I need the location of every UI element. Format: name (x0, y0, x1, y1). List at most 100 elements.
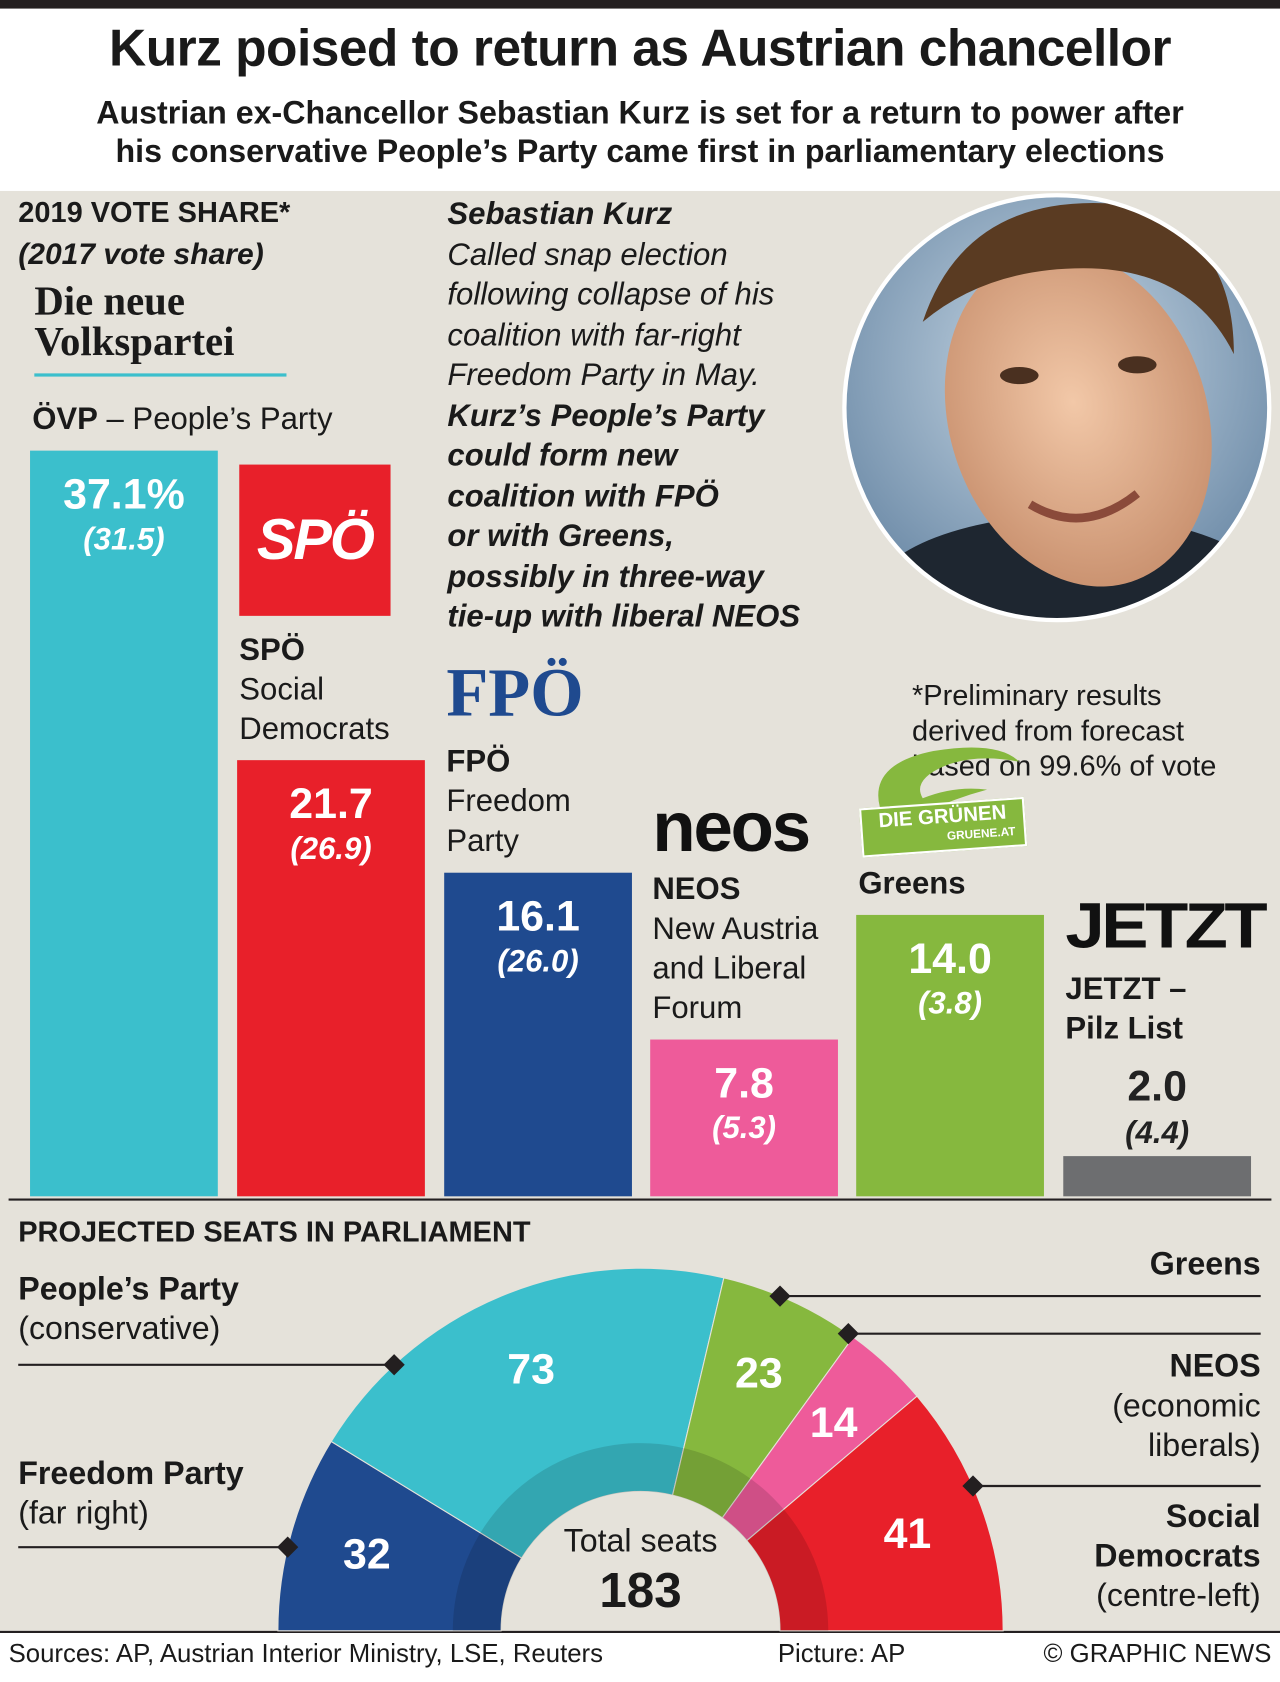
profile-highlight: possibly in three-way (447, 559, 764, 594)
bar (1063, 1156, 1252, 1197)
value-label: 16.1 (496, 893, 580, 941)
category-block: neos NEOS New Austria and Liberal Forum (652, 786, 850, 1029)
copyright: © GRAPHIC NEWS (1043, 1639, 1272, 1669)
seat-category-description: (centre-left) (1096, 1578, 1261, 1614)
profile-text: following collapse of his (447, 277, 775, 313)
seat-category-description: (economic liberals) (1112, 1388, 1261, 1464)
category-label: NEOS (652, 872, 741, 907)
bar (237, 760, 425, 1197)
profile-text: coalition with far-right (447, 318, 741, 353)
bar (856, 914, 1044, 1197)
note-line: derived from forecast (911, 714, 1185, 747)
seat-category: Greens (939, 1245, 1261, 1285)
previous-value-label: (26.9) (290, 831, 371, 866)
seat-label: 32 (343, 1531, 391, 1579)
total-value: 183 (599, 1563, 681, 1618)
total-label: Total seats (564, 1522, 718, 1558)
footer-rule (0, 1630, 1280, 1633)
profile-text: Called snap election (447, 237, 728, 272)
logo-text: Volkspartei (34, 319, 235, 365)
bar (444, 872, 632, 1197)
inner-band (452, 1443, 829, 1631)
seat-category-label: Freedom Party (18, 1455, 244, 1492)
value-label: 2.0 (1127, 1062, 1187, 1110)
category-block: JETZT JETZT – Pilz List (1065, 893, 1267, 1049)
seat-segment (277, 1440, 523, 1632)
logo-text: SPÖ (256, 506, 375, 572)
seat-category: Social Democrats (centre-left) (1068, 1497, 1261, 1616)
category-description: Freedom Party (446, 784, 571, 859)
previous-value-label: (31.5) (83, 521, 164, 556)
seat-category-label: People’s Party (18, 1271, 239, 1307)
logo-swoosh-shape (878, 747, 1020, 814)
logo-swoosh (878, 747, 1020, 814)
logo: neos (652, 786, 811, 866)
seat-category-label: NEOS (1169, 1348, 1261, 1385)
subtitle-line: Austrian ex-Chancellor Sebastian Kurz is… (96, 95, 1184, 131)
seat-category: People’s Party (conservative) (18, 1269, 340, 1348)
category-description: New Austria and Liberal Forum (652, 911, 819, 1026)
category-block: DIE GRÜNEN GRUENE.AT Greens (858, 742, 1056, 904)
category-block: Die neue Volkspartei ÖVP – People’s Party (32, 281, 397, 440)
photo (844, 195, 1270, 621)
logo-banner: DIE GRÜNEN GRUENE.AT (858, 796, 1028, 858)
previous-value-label: (3.8) (918, 986, 982, 1021)
chart-title: 2019 VOTE SHARE* (18, 196, 291, 229)
previous-value-label: (4.4) (1125, 1115, 1189, 1150)
category-block: FPÖ FPÖ Freedom Party (446, 659, 644, 862)
previous-value-label: (26.0) (497, 943, 578, 978)
profile-text: Freedom Party in May. (447, 358, 760, 393)
seat-category-description: (far right) (18, 1495, 149, 1532)
seat-segment (330, 1267, 725, 1559)
seat-label: 73 (507, 1345, 555, 1393)
seat-category: Freedom Party (far right) (18, 1454, 340, 1533)
title: Kurz poised to return as Austrian chance… (109, 20, 1171, 78)
value-label: 7.8 (714, 1059, 774, 1107)
seat-segment (746, 1395, 1004, 1632)
logo: SPÖ (239, 464, 391, 616)
bar (30, 450, 218, 1197)
note-line: *Preliminary results (911, 679, 1162, 712)
category-label: Greens (858, 866, 966, 901)
seat-category-label: Greens (1149, 1246, 1261, 1283)
category-description: Social Democrats (239, 672, 390, 747)
bar (650, 1039, 838, 1197)
seat-label: 23 (735, 1349, 783, 1397)
value-label: 21.7 (289, 780, 373, 828)
seat-category: NEOS (economic liberals) (1084, 1347, 1261, 1466)
category-label: FPÖ (446, 745, 511, 780)
value-label: 14.0 (908, 935, 992, 983)
chart-title: PROJECTED SEATS IN PARLIAMENT (18, 1215, 531, 1248)
subtitle: Austrian ex-Chancellor Sebastian Kurz is… (0, 94, 1280, 171)
previous-value-label: (5.3) (712, 1110, 776, 1145)
category-label: ÖVP (32, 402, 98, 437)
profile-highlight: or with Greens, (447, 519, 674, 554)
logo: DIE GRÜNEN GRUENE.AT (858, 742, 1030, 858)
logo-text: Die neue (34, 278, 185, 325)
profile: Sebastian Kurz Called snap election follo… (447, 195, 800, 638)
subtitle-line: his conservative People’s Party came fir… (115, 134, 1165, 170)
picture-credit: Picture: AP (777, 1639, 906, 1669)
category-label: JETZT – Pilz List (1065, 971, 1187, 1046)
profile-highlight: Kurz’s People’s Party (447, 398, 765, 433)
logo: FPÖ (446, 654, 584, 732)
profile-name: Sebastian Kurz (447, 197, 673, 232)
category-line: ÖVP – People’s Party (32, 400, 397, 440)
value-label: 37.1% (63, 471, 185, 519)
profile-highlight: coalition with FPÖ (447, 479, 719, 514)
seat-label: 14 (810, 1399, 858, 1447)
photo-frame (842, 193, 1272, 623)
seat-category-description: (conservative) (18, 1311, 221, 1347)
logo: JETZT (1065, 888, 1267, 961)
category-description: – People’s Party (106, 402, 333, 437)
category-label: SPÖ (239, 632, 305, 667)
profile-highlight: could form new (447, 438, 678, 474)
seat-label: 41 (884, 1510, 932, 1558)
logo: Die neue Volkspartei (34, 278, 287, 377)
profile-highlight: tie-up with liberal NEOS (447, 599, 801, 635)
chart-subtitle: (2017 vote share) (18, 237, 264, 271)
top-rule (0, 0, 1280, 9)
